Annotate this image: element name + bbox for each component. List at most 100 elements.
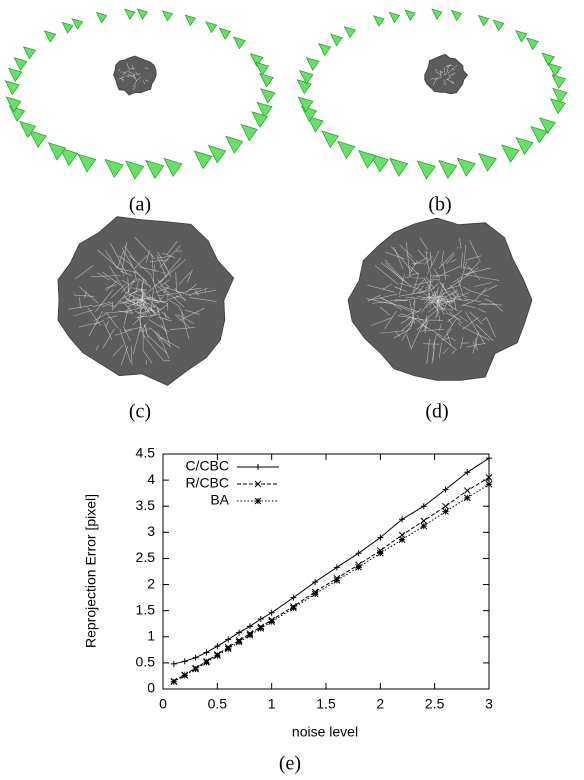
y-tick-label: 4 bbox=[147, 471, 155, 487]
panel-label: (e) bbox=[279, 753, 301, 775]
camera bbox=[338, 141, 355, 158]
camera bbox=[432, 9, 442, 19]
camera bbox=[234, 37, 245, 48]
panel-label: (c) bbox=[129, 401, 151, 423]
y-axis-label: Reprojection Error [pixel] bbox=[83, 494, 99, 648]
y-tick-label: 0 bbox=[147, 680, 155, 696]
camera bbox=[502, 145, 519, 162]
camera bbox=[306, 58, 319, 71]
camera bbox=[219, 28, 230, 39]
x-tick-label: 0.5 bbox=[208, 696, 228, 712]
camera bbox=[261, 89, 275, 103]
mesh-shape bbox=[114, 56, 157, 95]
y-tick-label: 2.5 bbox=[136, 549, 156, 565]
camera bbox=[493, 20, 504, 31]
x-tick-label: 0 bbox=[159, 696, 167, 712]
camera bbox=[319, 44, 331, 56]
camera bbox=[516, 138, 533, 155]
camera bbox=[48, 143, 65, 160]
marker bbox=[236, 630, 242, 636]
x-tick-label: 1 bbox=[268, 696, 276, 712]
marker bbox=[464, 495, 470, 501]
y-tick-label: 4.5 bbox=[136, 445, 156, 461]
camera bbox=[551, 99, 566, 114]
x-tick-label: 2.5 bbox=[425, 696, 445, 712]
panel-label: (a) bbox=[129, 194, 151, 216]
marker bbox=[290, 605, 296, 611]
camera bbox=[260, 74, 273, 87]
x-tick-label: 3 bbox=[485, 696, 493, 712]
y-tick-label: 2 bbox=[147, 575, 155, 591]
marker bbox=[421, 523, 427, 529]
marker bbox=[334, 577, 340, 583]
x-tick-label: 2 bbox=[376, 696, 384, 712]
marker bbox=[203, 659, 209, 665]
camera bbox=[5, 81, 19, 95]
marker bbox=[421, 518, 427, 524]
camera bbox=[185, 15, 195, 25]
camera bbox=[457, 158, 475, 176]
marker bbox=[255, 498, 261, 504]
marker bbox=[193, 655, 199, 661]
y-tick-label: 1 bbox=[147, 627, 155, 643]
camera bbox=[256, 62, 269, 75]
marker bbox=[486, 481, 492, 487]
camera bbox=[374, 16, 384, 26]
camera bbox=[405, 10, 415, 20]
marker bbox=[225, 646, 231, 652]
camera bbox=[548, 63, 561, 76]
marker bbox=[225, 636, 231, 642]
marker bbox=[214, 643, 220, 649]
marker bbox=[255, 464, 261, 470]
camera bbox=[164, 158, 182, 176]
marker bbox=[486, 455, 492, 461]
marker bbox=[269, 610, 275, 616]
camera bbox=[30, 131, 46, 147]
marker bbox=[193, 666, 199, 672]
camera bbox=[126, 161, 144, 179]
marker bbox=[356, 564, 362, 570]
series-line bbox=[174, 478, 489, 682]
camera bbox=[344, 27, 355, 38]
marker bbox=[334, 564, 340, 570]
marker bbox=[443, 503, 449, 509]
camera bbox=[209, 146, 226, 163]
camera bbox=[552, 75, 565, 88]
marker bbox=[203, 649, 209, 655]
marker bbox=[171, 661, 177, 667]
camera bbox=[137, 9, 147, 19]
camera bbox=[14, 58, 27, 71]
camera bbox=[527, 38, 539, 50]
legend-label: R/CBC bbox=[185, 475, 229, 491]
panel-label: (b) bbox=[428, 194, 451, 216]
camera bbox=[516, 31, 527, 42]
marker bbox=[247, 623, 253, 629]
y-tick-label: 3.5 bbox=[136, 497, 156, 513]
marker bbox=[214, 653, 220, 659]
marker bbox=[258, 625, 264, 631]
marker bbox=[443, 508, 449, 514]
camera bbox=[45, 31, 56, 42]
marker bbox=[258, 616, 264, 622]
mesh-shape bbox=[58, 217, 234, 385]
legend-label: C/CBC bbox=[185, 458, 229, 474]
legend-label: BA bbox=[210, 492, 229, 508]
y-tick-label: 1.5 bbox=[136, 601, 156, 617]
marker bbox=[399, 537, 405, 543]
camera bbox=[105, 159, 123, 177]
camera bbox=[322, 131, 338, 147]
camera bbox=[78, 154, 96, 172]
x-axis-label: noise level bbox=[292, 724, 358, 740]
camera bbox=[9, 68, 22, 81]
camera bbox=[226, 136, 243, 153]
camera bbox=[23, 47, 35, 59]
marker bbox=[171, 679, 177, 685]
camera bbox=[331, 34, 342, 45]
x-tick-label: 1.5 bbox=[316, 696, 336, 712]
camera bbox=[478, 15, 488, 25]
camera bbox=[206, 22, 217, 33]
marker bbox=[464, 488, 470, 494]
panel-label: (d) bbox=[425, 401, 448, 423]
marker bbox=[269, 619, 275, 625]
camera bbox=[125, 9, 135, 19]
